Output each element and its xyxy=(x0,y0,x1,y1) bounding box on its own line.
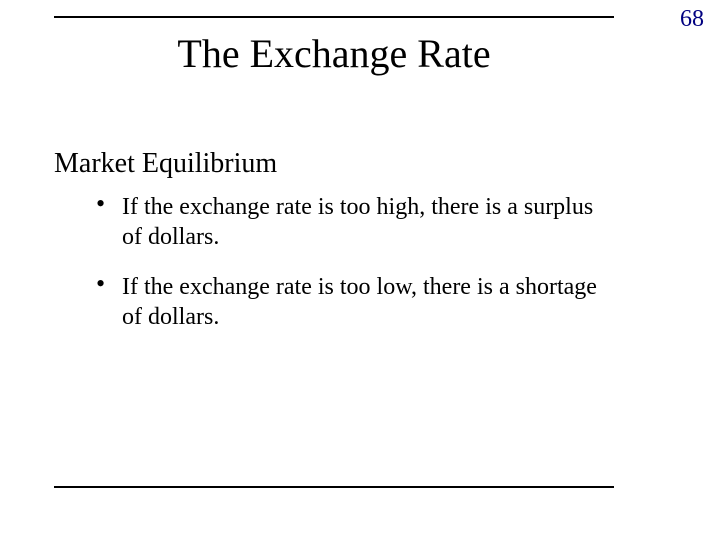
rule-top xyxy=(54,16,614,18)
bullet-item: If the exchange rate is too high, there … xyxy=(90,192,610,252)
slide: 68 The Exchange Rate Market Equilibrium … xyxy=(0,0,720,540)
bullet-item: If the exchange rate is too low, there i… xyxy=(90,272,610,332)
slide-title: The Exchange Rate xyxy=(54,30,614,77)
rule-bottom xyxy=(54,486,614,488)
bullet-list: If the exchange rate is too high, there … xyxy=(90,192,610,352)
subheading: Market Equilibrium xyxy=(54,148,277,180)
page-number: 68 xyxy=(680,6,704,33)
